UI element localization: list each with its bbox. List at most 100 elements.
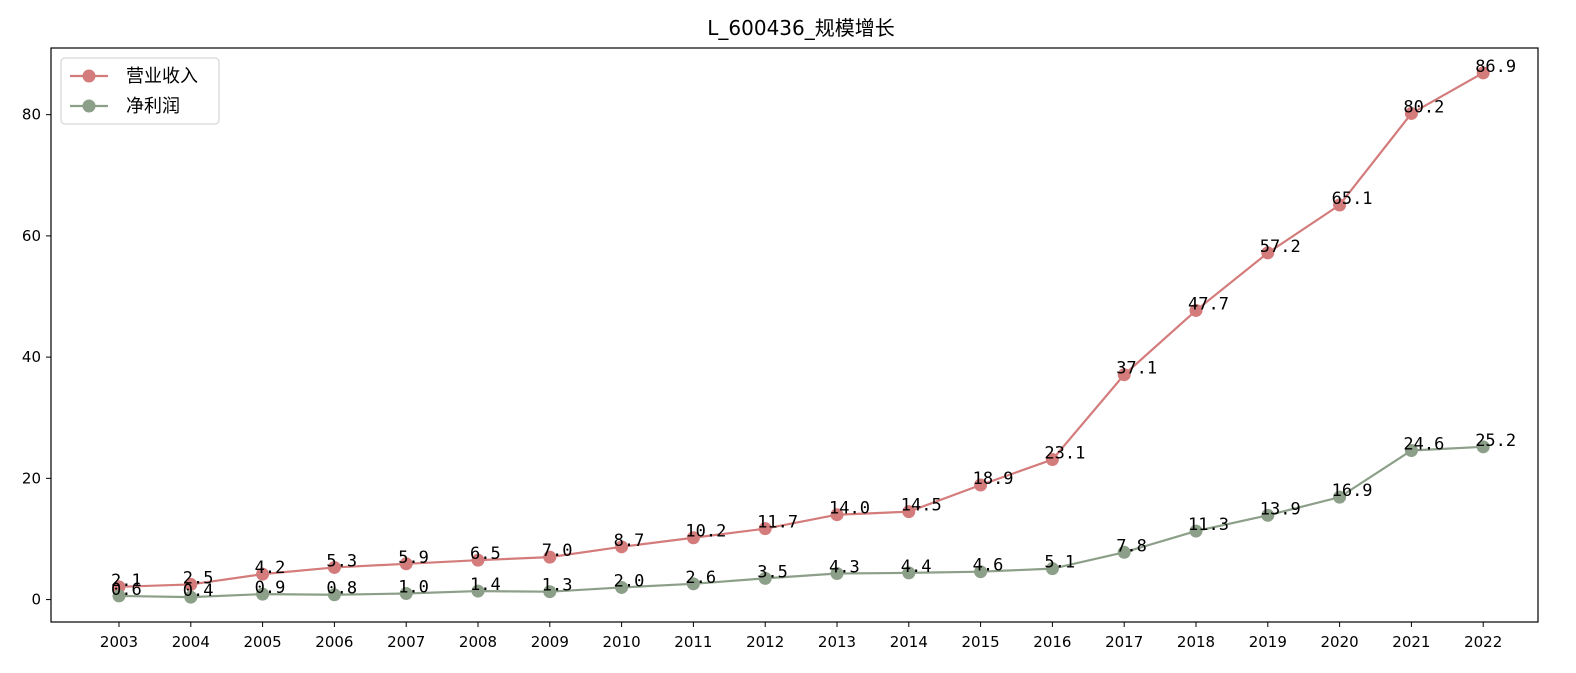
data-point <box>830 508 844 522</box>
y-tick-label: 0 <box>31 591 41 609</box>
data-point <box>1189 303 1203 317</box>
x-tick-label: 2006 <box>315 633 353 651</box>
data-point <box>256 587 270 601</box>
data-labels: 2.1 2.5 4.2 5.3 5.9 6.5 7.0 8.7 10.2 11.7 14.0 14.5… <box>111 57 1516 601</box>
x-tick-label: 2020 <box>1321 633 1359 651</box>
data-point <box>399 587 413 601</box>
x-tick-label: 2007 <box>387 633 425 651</box>
series-line <box>118 445 1484 599</box>
series-2 <box>112 440 1490 604</box>
data-point <box>1261 246 1275 260</box>
data-label: 24.6 <box>1403 434 1444 454</box>
y-tick-label: 60 <box>22 227 41 245</box>
data-label: 5.9 <box>398 548 429 568</box>
data-label: 6.5 <box>470 544 501 564</box>
data-point <box>256 567 270 581</box>
data-label: 47.7 <box>1188 294 1229 314</box>
x-tick-label: 2017 <box>1105 633 1143 651</box>
x-tick-label: 2013 <box>818 633 856 651</box>
data-label: 2.0 <box>614 571 645 591</box>
data-point <box>1117 368 1131 382</box>
data-point <box>758 522 772 536</box>
data-label: 80.2 <box>1403 97 1444 117</box>
data-label: 1.3 <box>542 576 573 596</box>
data-label: 0.4 <box>183 581 214 601</box>
legend-box <box>60 57 220 125</box>
data-label: 7.0 <box>542 541 573 561</box>
data-point <box>686 577 700 591</box>
data-point <box>1045 453 1059 467</box>
data-label: 14.0 <box>829 499 870 519</box>
data-label: 13.9 <box>1260 499 1301 519</box>
data-label: 18.9 <box>973 469 1014 489</box>
data-label: 10.2 <box>685 522 726 542</box>
legend-label: 净利润 <box>126 96 180 117</box>
data-label: 37.1 <box>1116 359 1157 379</box>
data-point <box>112 580 126 594</box>
data-point <box>112 589 126 603</box>
data-point <box>471 584 485 598</box>
data-point <box>327 588 341 602</box>
data-point <box>902 505 916 519</box>
y-tick-label: 20 <box>22 469 41 487</box>
data-label: 4.2 <box>255 558 286 578</box>
data-point <box>1404 106 1418 120</box>
data-point <box>399 557 413 571</box>
data-point <box>1261 508 1275 522</box>
x-tick-label: 2014 <box>890 633 928 651</box>
data-point <box>1404 443 1418 457</box>
series-line <box>118 71 1484 588</box>
data-label: 5.3 <box>326 551 357 571</box>
data-label: 2.5 <box>183 568 214 588</box>
data-point <box>471 553 485 567</box>
x-tick-label: 2016 <box>1033 633 1071 651</box>
x-tick-label: 2019 <box>1249 633 1287 651</box>
data-point <box>543 550 557 564</box>
data-point <box>1333 490 1347 504</box>
data-label: 1.0 <box>398 578 429 598</box>
data-label: 65.1 <box>1332 189 1373 209</box>
data-point <box>184 577 198 591</box>
data-point <box>1476 440 1490 454</box>
data-label: 4.4 <box>901 557 932 577</box>
legend-marker <box>82 69 96 83</box>
x-tick-label: 2022 <box>1464 633 1502 651</box>
data-label: 14.5 <box>901 496 942 516</box>
data-label: 7.8 <box>1116 536 1147 556</box>
data-label: 57.2 <box>1260 237 1301 257</box>
data-label: 11.7 <box>757 513 798 533</box>
axes: 2003 2004 2005 2006 2007 2008 2009 2010 2011 2012… <box>22 106 1502 651</box>
data-point <box>543 585 557 599</box>
data-point <box>1045 562 1059 576</box>
y-tick-label: 80 <box>22 106 41 124</box>
data-label: 2.6 <box>685 568 716 588</box>
data-label: 2.1 <box>111 571 142 591</box>
data-label: 4.3 <box>829 558 860 578</box>
legend-entry: 净利润 <box>70 96 180 117</box>
x-tick-label: 2011 <box>674 633 712 651</box>
data-point <box>974 565 988 579</box>
x-tick-label: 2012 <box>746 633 784 651</box>
data-label: 23.1 <box>1044 444 1085 464</box>
data-label: 0.6 <box>111 580 142 600</box>
data-label: 3.5 <box>757 562 788 582</box>
series-1 <box>112 66 1490 594</box>
series-layer <box>112 66 1490 604</box>
x-tick-label: 2004 <box>172 633 210 651</box>
data-point <box>1189 524 1203 538</box>
x-tick-label: 2008 <box>459 633 497 651</box>
x-tick-label: 2009 <box>531 633 569 651</box>
data-label: 5.1 <box>1044 553 1075 573</box>
data-point <box>615 540 629 554</box>
data-label: 0.8 <box>326 579 357 599</box>
x-tick-label: 2018 <box>1177 633 1215 651</box>
data-point <box>1333 198 1347 212</box>
x-tick-label: 2021 <box>1392 633 1430 651</box>
data-label: 1.4 <box>470 575 501 595</box>
data-point <box>184 590 198 604</box>
data-label: 25.2 <box>1475 431 1516 451</box>
plot-area <box>50 47 1539 623</box>
x-tick-label: 2010 <box>603 633 641 651</box>
data-point <box>1476 66 1490 80</box>
